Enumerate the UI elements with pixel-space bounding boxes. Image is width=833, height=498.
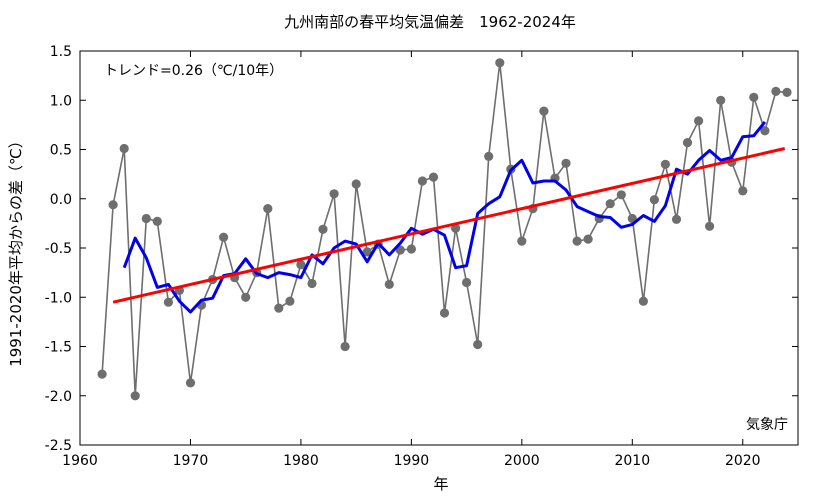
annual-anomaly-point [694, 116, 704, 126]
annual-anomaly-point [329, 189, 339, 199]
x-tick-label: 2010 [614, 453, 650, 469]
trend-label: トレンド=0.26（℃/10年） [104, 63, 283, 79]
annual-anomaly-point [141, 213, 151, 224]
annual-anomaly-point [760, 126, 770, 136]
chart-title: 九州南部の春平均気温偏差 1962-2024年 [284, 13, 576, 31]
annual-anomaly-point [439, 308, 450, 318]
annual-anomaly-point [263, 204, 273, 214]
y-axis-label: 1991-2020年平均からの差（℃） [7, 133, 25, 367]
annual-anomaly-point [539, 106, 549, 116]
annual-anomaly-point [616, 190, 626, 200]
trend-line [112, 147, 786, 304]
annual-anomaly-point [649, 195, 660, 205]
annual-anomaly-point [241, 292, 251, 302]
annual-anomaly-point [130, 391, 140, 401]
y-tick-label: -1.5 [45, 340, 72, 356]
y-tick-label: 1.5 [50, 44, 72, 60]
x-tick-label: 2000 [504, 453, 540, 469]
annual-anomaly-point [572, 236, 582, 246]
annual-anomaly-point [152, 216, 162, 226]
annual-anomaly-point [108, 200, 118, 210]
annual-anomaly-point [716, 95, 726, 105]
annual-anomaly-point [351, 179, 361, 189]
annual-anomaly-point [163, 297, 173, 307]
x-tick-label: 2020 [725, 453, 761, 469]
annual-anomaly-point [484, 151, 494, 161]
y-tick-label: -1.0 [45, 290, 72, 306]
annual-anomaly-point [462, 277, 472, 288]
x-tick-label: 1970 [173, 453, 209, 469]
annual-anomaly-point [340, 341, 350, 352]
annual-anomaly-point [318, 224, 328, 234]
annual-anomaly-point [185, 378, 196, 388]
annual-anomaly-point [384, 279, 394, 289]
annual-anomaly-point [495, 58, 505, 68]
series-layer [97, 58, 792, 401]
annual-anomaly-point [782, 87, 792, 97]
x-tick-label: 1980 [283, 453, 319, 469]
annual-anomaly-point [517, 236, 527, 246]
annual-anomaly-point [660, 159, 671, 169]
x-tick-label: 1960 [62, 453, 98, 469]
annual-anomaly-point [682, 138, 693, 148]
annual-anomaly-point [583, 234, 593, 244]
annual-anomaly-point [738, 186, 748, 196]
annual-anomaly-point [406, 244, 416, 254]
annual-anomaly-point [119, 143, 129, 154]
annual-anomaly-point [307, 278, 317, 289]
y-tick-label: -2.0 [45, 389, 72, 405]
x-axis-label: 年 [433, 475, 448, 493]
annual-anomaly-point [296, 260, 306, 270]
annual-anomaly-point [561, 158, 571, 168]
annual-anomaly-point [274, 303, 284, 313]
annual-anomaly-point [771, 86, 781, 96]
annual-anomaly-point [638, 296, 649, 306]
y-tick-label: 0.0 [50, 192, 72, 208]
annual-anomaly-point [417, 176, 427, 186]
annual-anomaly-point [749, 92, 759, 102]
x-axis: 1960 1970 1980 1990 2000 2010 2020 [62, 51, 761, 469]
annual-anomaly-point [605, 199, 615, 209]
annual-anomaly-point [97, 369, 107, 379]
y-tick-label: -2.5 [45, 438, 72, 454]
source-label: 気象庁 [746, 417, 788, 433]
y-tick-label: 1.0 [50, 93, 72, 109]
y-tick-label: 0.5 [50, 143, 72, 159]
y-tick-label: -0.5 [45, 241, 72, 257]
annual-anomaly-point [451, 223, 461, 233]
y-axis: -2.5 -2.0 -1.5 -1.0 -0.5 0.0 0.5 1.0 1.5 [45, 44, 798, 454]
annual-anomaly-line [101, 62, 788, 396]
annual-anomaly-point [285, 296, 295, 306]
annual-anomaly-point [362, 247, 372, 257]
running-mean-line [122, 120, 767, 314]
annual-anomaly-point [671, 214, 682, 224]
x-tick-label: 1990 [394, 453, 430, 469]
annual-anomaly-point [428, 172, 439, 182]
annual-anomaly-point [219, 232, 229, 242]
annual-anomaly-point [705, 221, 715, 231]
annual-anomaly-point [473, 339, 483, 350]
